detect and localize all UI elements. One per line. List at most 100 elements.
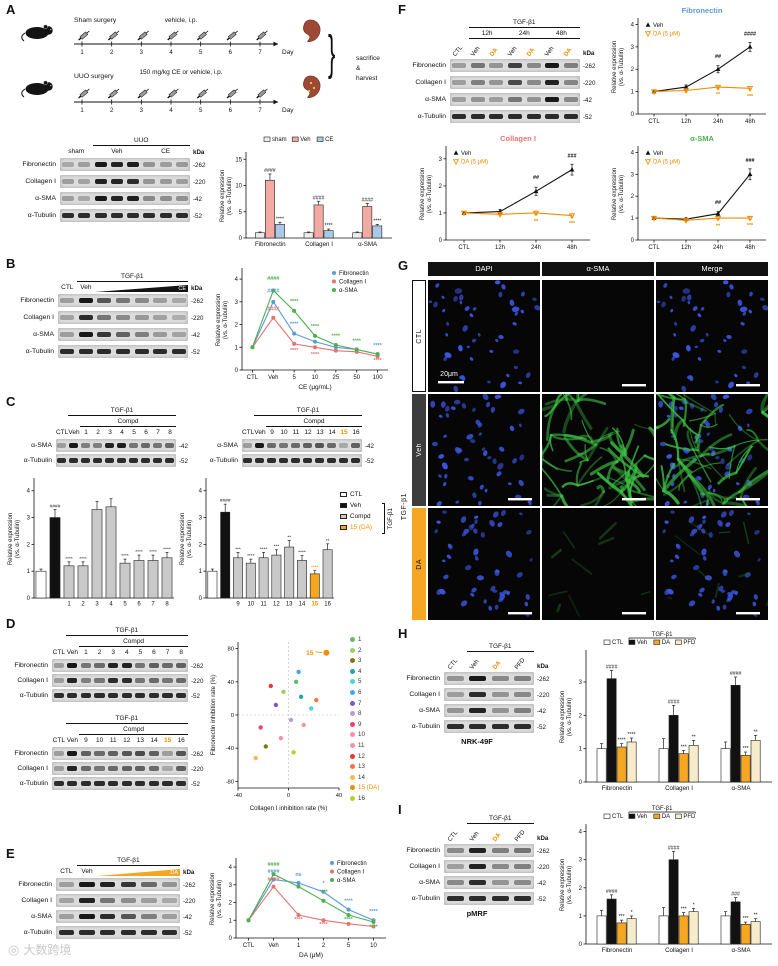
svg-text:48h: 48h bbox=[745, 245, 755, 251]
blot-band-row bbox=[444, 672, 534, 685]
lane-label: 6 bbox=[144, 429, 148, 436]
svg-text:****: **** bbox=[149, 549, 157, 555]
svg-text:24h: 24h bbox=[531, 245, 541, 251]
blot-protein-label: α-SMA bbox=[33, 331, 54, 338]
legend-item: 9 bbox=[350, 721, 361, 728]
kda-header: kDa bbox=[583, 50, 595, 57]
svg-text:3: 3 bbox=[235, 300, 239, 306]
blot-group-label: TGF-β1 bbox=[468, 18, 580, 28]
lane-label: Veh bbox=[543, 45, 556, 58]
ce-dose-line-chart: 0 1 2 3 4 CTL Veh 5 10 25 50 100 CE (μg/mL) Relative … bbox=[216, 268, 388, 391]
svg-text:10: 10 bbox=[312, 375, 319, 381]
svg-text:####: #### bbox=[744, 32, 756, 38]
lane-label: 1 bbox=[84, 649, 88, 656]
compound-blot-9-16: TGF-β1 Compd CTL Veh 9 10 11 12 13 14 15 16 α-SMA -42… bbox=[198, 406, 378, 469]
svg-text:***: *** bbox=[569, 221, 576, 227]
svg-text:α-SMA: α-SMA bbox=[731, 947, 751, 954]
blot-protein-label: Collagen I bbox=[409, 691, 440, 698]
svg-text:Day: Day bbox=[282, 49, 294, 56]
svg-text:Relative expression: Relative expression bbox=[216, 294, 222, 346]
svg-text:****: **** bbox=[369, 909, 378, 915]
watermark-text: 大数跨境 bbox=[23, 943, 72, 957]
lane-label: 7 bbox=[165, 649, 170, 656]
svg-text:7: 7 bbox=[258, 50, 262, 56]
blot-protein-label: α-Tubulin bbox=[411, 723, 440, 730]
svg-text:Fibronectin inhibition rate (%: Fibronectin inhibition rate (%) bbox=[210, 675, 217, 755]
svg-text:Collagen I inhibition rate (%): Collagen I inhibition rate (%) bbox=[250, 805, 328, 812]
kda-value: -42 bbox=[537, 708, 546, 715]
svg-text:(vs. α-Tubulin): (vs. α-Tubulin) bbox=[619, 175, 625, 213]
svg-text:Veh: Veh bbox=[300, 137, 310, 143]
svg-text:3: 3 bbox=[631, 45, 635, 51]
lane-label: 8 bbox=[179, 649, 183, 656]
svg-text:CTL: CTL bbox=[648, 245, 660, 251]
blot-protein-label: α-Tubulin bbox=[25, 348, 54, 355]
svg-text:2: 2 bbox=[199, 542, 203, 548]
svg-text:Fibronectin: Fibronectin bbox=[255, 241, 286, 248]
if-image bbox=[656, 508, 768, 620]
svg-text:(vs. α-Tubulin): (vs. α-Tubulin) bbox=[217, 880, 223, 918]
svg-text:DA (5 μM): DA (5 μM) bbox=[653, 32, 680, 38]
blot-group-label: TGF-β1 bbox=[466, 642, 534, 652]
svg-text:CTL: CTL bbox=[458, 245, 470, 251]
svg-text:CTL: CTL bbox=[648, 119, 660, 125]
blot-protein-label: α-Tubulin bbox=[23, 457, 52, 464]
svg-text:####: #### bbox=[668, 845, 680, 851]
svg-text:Collagen I: Collagen I bbox=[665, 785, 693, 792]
svg-text:****: **** bbox=[618, 738, 626, 744]
lane-label: 16 bbox=[352, 429, 360, 436]
svg-text:1: 1 bbox=[80, 108, 84, 114]
svg-text:****: **** bbox=[373, 358, 382, 364]
svg-text:13: 13 bbox=[286, 602, 293, 608]
blot-protein-label: α-Tubulin bbox=[19, 780, 48, 787]
blot-band-row bbox=[60, 175, 190, 188]
blot-band-row bbox=[58, 328, 188, 341]
kda-value: -262 bbox=[537, 848, 550, 855]
if-image: 20μm bbox=[428, 280, 540, 392]
panel-a-label: A bbox=[6, 2, 16, 17]
svg-text:CTL: CTL bbox=[612, 814, 624, 820]
svg-text:##: ## bbox=[533, 175, 539, 181]
blot-band-row bbox=[56, 910, 180, 923]
blot-protein-label: α-Tubulin bbox=[27, 212, 56, 219]
panel-d: D TGF-β1 Compd CTL Veh 1 2 3 4 5 6 7 8 Fibronectin -2… bbox=[6, 616, 394, 846]
compound-bar-chart-1-8: 0 1 2 3 4 Relative expression (vs. α-Tubulin) #… bbox=[8, 478, 174, 608]
svg-text:11: 11 bbox=[260, 602, 267, 608]
blot-protein-label: Fibronectin bbox=[20, 297, 54, 304]
svg-text:10: 10 bbox=[247, 602, 254, 608]
svg-text:***: *** bbox=[274, 544, 280, 550]
svg-text:****: **** bbox=[276, 216, 284, 222]
blot-band-row bbox=[52, 747, 188, 760]
legend-item: 7 bbox=[350, 700, 361, 707]
svg-text:###: ### bbox=[731, 892, 740, 898]
ce-dose-western-blot: TGF-β1 CE CTL Veh kDa Fibronectin -262 Collagen… bbox=[6, 272, 212, 362]
kda-value: -262 bbox=[183, 882, 196, 889]
lane-label: Veh bbox=[80, 284, 92, 291]
svg-text:5: 5 bbox=[239, 210, 243, 216]
kda-value: -52 bbox=[191, 349, 200, 356]
legend-item: 13 bbox=[350, 763, 365, 770]
lane-label: Veh bbox=[68, 429, 80, 436]
collagen-timecourse-chart: 0 1 2 3 CTL 12h 24h 48h Relative expression (vs. … bbox=[420, 134, 590, 251]
svg-text:24h: 24h bbox=[713, 245, 723, 251]
if-row-label: Veh bbox=[412, 394, 426, 506]
svg-text:####: #### bbox=[668, 699, 680, 705]
svg-text:2: 2 bbox=[235, 323, 239, 329]
svg-text:2: 2 bbox=[322, 943, 326, 949]
svg-text:**: ** bbox=[534, 219, 539, 225]
blot-band-row bbox=[52, 674, 188, 687]
uuo-western-blot: UUO sham Veh CE kDa Fibronectin -262 Collagen I… bbox=[8, 136, 214, 226]
panel-g-label: G bbox=[398, 258, 409, 273]
svg-text:7: 7 bbox=[151, 602, 155, 608]
svg-text:48h: 48h bbox=[745, 119, 755, 125]
svg-text:****: **** bbox=[260, 546, 268, 552]
svg-text:(vs. α-Tubulin): (vs. α-Tubulin) bbox=[619, 48, 625, 86]
svg-text:2: 2 bbox=[229, 901, 233, 907]
svg-text:##: ## bbox=[715, 54, 721, 60]
immunofluorescence-grid: DAPI α-SMA Merge CTL 20μm Veh DA TGF-β1 bbox=[398, 260, 774, 622]
svg-text:2: 2 bbox=[110, 50, 114, 56]
svg-text:Relative expression: Relative expression bbox=[220, 170, 226, 222]
svg-text:****: **** bbox=[373, 343, 382, 349]
kda-value: -220 bbox=[191, 678, 204, 685]
